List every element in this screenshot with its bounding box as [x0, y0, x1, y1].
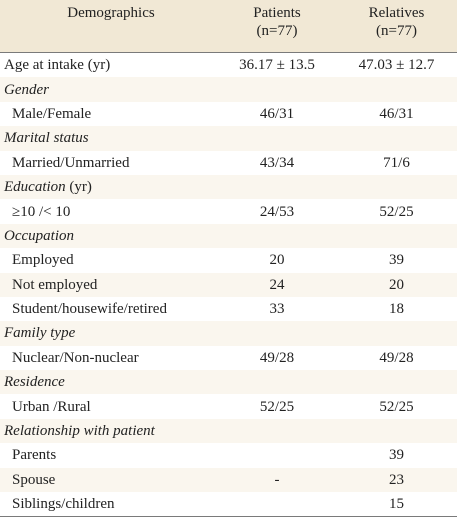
row-label: Age at intake (yr) — [4, 57, 111, 74]
row-label: Student/housewife/retired — [12, 301, 167, 318]
section-label: Relationship with patient — [4, 423, 155, 440]
section-cell: Education (yr) — [0, 174, 457, 200]
section-label: Gender — [4, 81, 49, 98]
row-label: Employed — [12, 252, 74, 269]
table-row: Spouse -23 — [0, 467, 457, 493]
section-cell: Relationship with patient — [0, 418, 457, 444]
column-header: Relatives (n=77) — [336, 0, 457, 53]
empty-cell — [218, 492, 336, 518]
table-row: Not employed 24 20 — [0, 272, 457, 297]
section-label: Education — [4, 179, 66, 196]
section-cell: Family type — [0, 321, 457, 346]
value-cell: 20 — [336, 272, 457, 297]
table-header: Demographics Patients (n=77) Relatives (n=77… — [0, 0, 457, 53]
section-label: Occupation — [4, 227, 74, 244]
row-label: Married/Unmarried — [12, 154, 130, 171]
empty-cell — [218, 443, 336, 467]
row-label: ≥10 /< 10 — [12, 203, 71, 220]
value-cell: 20 — [269, 252, 285, 269]
section-cell: Marital status — [0, 126, 457, 151]
table-row: Male/Female 46/31 46/31 — [0, 102, 457, 126]
row-label: Siblings/children — [0, 492, 218, 518]
table-row: Urban /Rural 52/25 52/25 — [0, 394, 457, 418]
value-cell: 52/25 — [259, 398, 295, 415]
section-label: Marital status — [4, 130, 89, 147]
table-row: Age at intake (yr) 36.17 ± 13.5 47.03 ± 12… — [0, 53, 457, 78]
value-cell: 47.03 ± 12.7 — [358, 57, 435, 74]
column-title: Patients — [253, 5, 301, 21]
value-cell: 43/34 — [259, 154, 295, 171]
table-row: Residence — [0, 370, 457, 395]
value-cell: 36.17 ± 13.5 — [239, 57, 315, 74]
row-label: Spouse — [0, 467, 218, 493]
section-note: (yr) — [65, 179, 92, 196]
table-row: Education (yr) — [0, 174, 457, 200]
value-cell: 52/25 — [379, 203, 414, 220]
column-title: Demographics — [67, 5, 155, 21]
table-row: Nuclear/Non-nuclear 49/28 49/28 — [0, 346, 457, 370]
value-cell: 15 — [336, 492, 457, 518]
header-row: Demographics Patients (n=77) Relatives (n=77… — [0, 0, 457, 53]
value-cell: 39 — [389, 252, 404, 269]
value-cell: 46/31 — [259, 105, 295, 122]
value-cell: 24 — [218, 272, 336, 297]
value-cell: 49/28 — [379, 349, 414, 366]
value-cell: 39 — [389, 447, 404, 464]
table-row: Relationship with patient — [0, 418, 457, 444]
value-cell: - — [218, 467, 336, 493]
table-row: Occupation — [0, 223, 457, 249]
section-cell: Occupation — [0, 223, 457, 249]
table-row: Marital status — [0, 126, 457, 151]
value-cell: 71/6 — [383, 154, 410, 171]
table-row: Parents 39 — [0, 443, 457, 467]
value-cell: 24/53 — [259, 203, 295, 220]
table-row: Siblings/children 15 — [0, 492, 457, 518]
value-cell: 46/31 — [379, 105, 414, 122]
row-label: Parents — [12, 447, 57, 464]
table-body: Age at intake (yr) 36.17 ± 13.5 47.03 ± 12… — [0, 53, 457, 518]
row-label: Urban /Rural — [12, 398, 91, 415]
table-row: Family type — [0, 321, 457, 346]
value-cell: 18 — [389, 301, 404, 318]
table-row: Employed 20 39 — [0, 248, 457, 272]
row-label: Not employed — [0, 272, 218, 297]
section-cell: Residence — [0, 370, 457, 395]
column-n: (n=77) — [376, 23, 417, 39]
section-label: Residence — [4, 374, 65, 391]
value-cell: 33 — [269, 301, 285, 318]
section-cell: Gender — [0, 77, 457, 102]
value-cell: 49/28 — [259, 349, 295, 366]
column-title: Relatives — [368, 5, 425, 21]
table-row: Gender — [0, 77, 457, 102]
row-label: Male/Female — [12, 105, 92, 122]
column-n: (n=77) — [256, 23, 298, 39]
column-header: Patients (n=77) — [218, 0, 336, 53]
section-label: Family type — [4, 325, 76, 342]
value-cell: 52/25 — [379, 398, 414, 415]
table-row: Married/Unmarried 43/34 71/6 — [0, 151, 457, 175]
value-cell: 23 — [336, 467, 457, 493]
table-row: ≥10 /< 10 24/53 52/25 — [0, 199, 457, 223]
row-label: Nuclear/Non-nuclear — [12, 349, 139, 366]
column-header: Demographics — [0, 0, 218, 53]
table-row: Student/housewife/retired 33 18 — [0, 297, 457, 321]
